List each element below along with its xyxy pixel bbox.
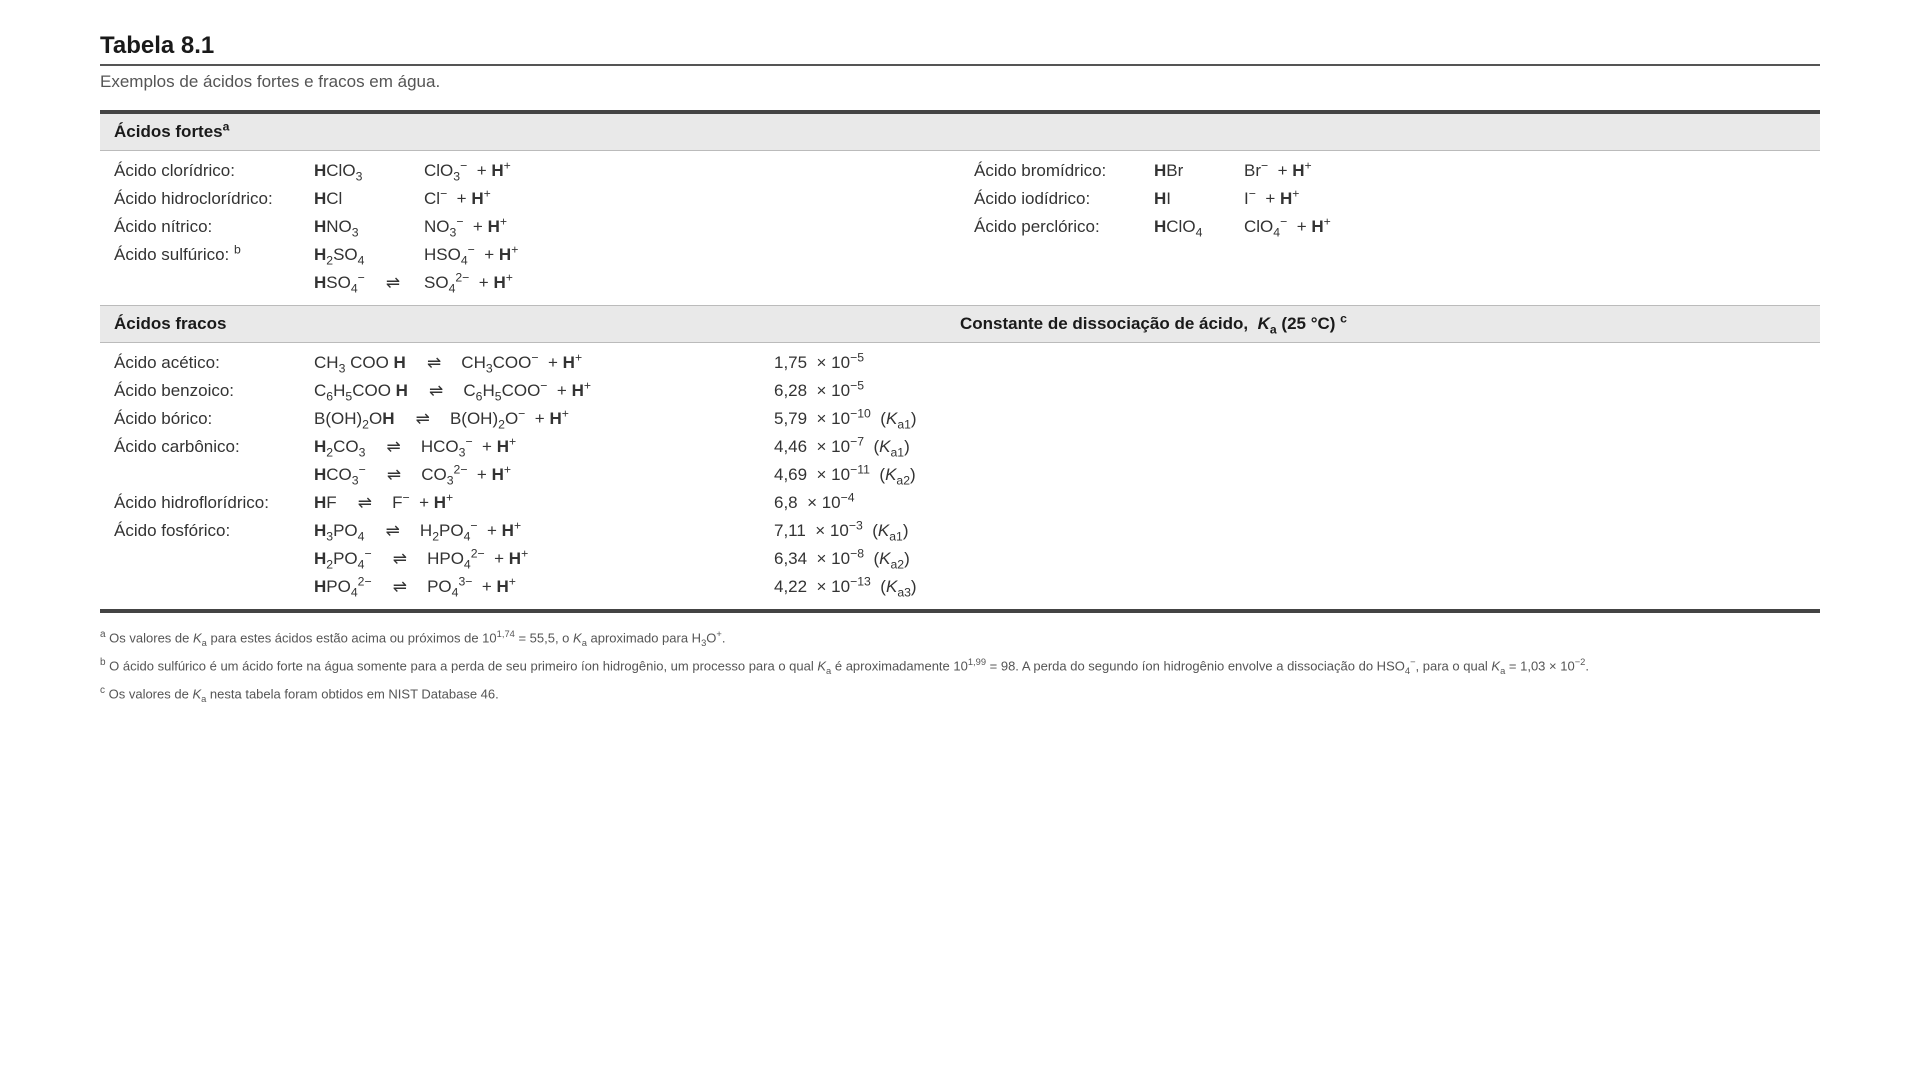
acid-name: Ácido perclórico: [974,217,1154,237]
acid-equation: H2PO4− ⇌ HPO42− + H+ [314,549,734,569]
acid-name: Ácido acético: [114,353,314,373]
footnote: a Os valores de Ka para estes ácidos est… [100,627,1820,649]
acid-name: Ácido hidroflorídrico: [114,493,314,513]
weak-acid-row: HCO3− ⇌ CO32− + H+4,69 × 10−11 (Ka2) [100,461,1820,489]
acid-products: NO3− + H+ [424,217,946,237]
acid-ka: 6,8 × 10−4 [734,493,1806,513]
weak-acid-row: Ácido bórico:B(OH)2OH ⇌ B(OH)2O− + H+5,7… [100,405,1820,433]
acid-ka: 6,28 × 10−5 [734,381,1806,401]
acid-equation: CH3 COO H ⇌ CH3COO− + H+ [314,353,734,373]
table-subtitle: Exemplos de ácidos fortes e fracos em ág… [100,72,1820,92]
acid-formula: HNO3 [314,217,424,237]
acid-formula: HCl [314,189,424,209]
strong-acid-row: Ácido nítrico:HNO3NO3− + H+ [100,213,960,241]
strong-acid-row: Ácido hidroclorídrico:HClCl− + H+ [100,185,960,213]
acids-table: Ácidos fortesa Ácido clorídrico:HClO3ClO… [100,110,1820,613]
strong-acids-right-column: Ácido bromídrico:HBrBr− + H+Ácido iodídr… [960,157,1820,297]
acid-products: Br− + H+ [1244,161,1806,181]
header-ka: Constante de dissociação de ácido, Ka (2… [960,314,1806,334]
strong-acids-left-column: Ácido clorídrico:HClO3ClO3− + H+Ácido hi… [100,157,960,297]
acid-name: Ácido benzoico: [114,381,314,401]
acid-formula: HBr [1154,161,1244,181]
footnotes: a Os valores de Ka para estes ácidos est… [100,627,1820,705]
acid-products: HSO4− + H+ [424,245,946,265]
acid-name: Ácido hidroclorídrico: [114,189,314,209]
strong-acid-row: Ácido bromídrico:HBrBr− + H+ [960,157,1820,185]
footnote: c Os valores de Ka nesta tabela foram ob… [100,683,1820,705]
acid-products: ClO4− + H+ [1244,217,1806,237]
strong-acid-row: Ácido clorídrico:HClO3ClO3− + H+ [100,157,960,185]
acid-ka: 5,79 × 10−10 (Ka1) [734,409,1806,429]
strong-acid-row: Ácido perclórico:HClO4ClO4− + H+ [960,213,1820,241]
acid-equation: H3PO4 ⇌ H2PO4− + H+ [314,521,734,541]
acid-products: I− + H+ [1244,189,1806,209]
acid-ka: 4,69 × 10−11 (Ka2) [734,465,1806,485]
acid-name: Ácido carbônico: [114,437,314,457]
acid-formula: H2SO4 [314,245,424,265]
acid-ka: 6,34 × 10−8 (Ka2) [734,549,1806,569]
acid-equation: HF ⇌ F− + H+ [314,493,734,513]
acid-equation: H2CO3 ⇌ HCO3− + H+ [314,437,734,457]
acid-formula: HI [1154,189,1244,209]
acid-name: Ácido nítrico: [114,217,314,237]
acid-formula: HClO4 [1154,217,1244,237]
weak-acid-row: Ácido carbônico:H2CO3 ⇌ HCO3− + H+4,46 ×… [100,433,1820,461]
acid-products: SO42− + H+ [424,273,946,293]
acid-name: Ácido clorídrico: [114,161,314,181]
table-title: Tabela 8.1 [100,32,1820,66]
strong-acid-row: Ácido iodídrico:HII− + H+ [960,185,1820,213]
acid-products: ClO3− + H+ [424,161,946,181]
acid-equation: HPO42− ⇌ PO43− + H+ [314,577,734,597]
weak-acid-row: HPO42− ⇌ PO43− + H+4,22 × 10−13 (Ka3) [100,573,1820,601]
page: Tabela 8.1 Exemplos de ácidos fortes e f… [0,0,1920,705]
header-weak-acids-row: Ácidos fracos Constante de dissociação d… [100,306,1820,343]
acid-ka: 4,46 × 10−7 (Ka1) [734,437,1806,457]
acid-equation: C6H5COO H ⇌ C6H5COO− + H+ [314,381,734,401]
header-weak-acids: Ácidos fracos [114,314,960,334]
acid-name: Ácido sulfúrico: b [114,245,314,265]
weak-acids-section: Ácido acético:CH3 COO H ⇌ CH3COO− + H+1,… [100,343,1820,609]
acid-formula: HClO3 [314,161,424,181]
acid-equation: HCO3− ⇌ CO32− + H+ [314,465,734,485]
acid-name: Ácido iodídrico: [974,189,1154,209]
acid-name: Ácido bórico: [114,409,314,429]
acid-formula: HSO4− ⇌ [314,273,424,293]
weak-acid-row: Ácido benzoico:C6H5COO H ⇌ C6H5COO− + H+… [100,377,1820,405]
acid-ka: 7,11 × 10−3 (Ka1) [734,521,1806,541]
acid-ka: 4,22 × 10−13 (Ka3) [734,577,1806,597]
weak-acid-row: Ácido hidroflorídrico:HF ⇌ F− + H+6,8 × … [100,489,1820,517]
weak-acid-row: Ácido acético:CH3 COO H ⇌ CH3COO− + H+1,… [100,349,1820,377]
acid-name: Ácido fosfórico: [114,521,314,541]
weak-acid-row: H2PO4− ⇌ HPO42− + H+6,34 × 10−8 (Ka2) [100,545,1820,573]
strong-acid-row: HSO4− ⇌SO42− + H+ [100,269,960,297]
acid-equation: B(OH)2OH ⇌ B(OH)2O− + H+ [314,409,734,429]
strong-acids-section: Ácido clorídrico:HClO3ClO3− + H+Ácido hi… [100,151,1820,306]
footnote: b O ácido sulfúrico é um ácido forte na … [100,655,1820,677]
acid-ka: 1,75 × 10−5 [734,353,1806,373]
acid-products: Cl− + H+ [424,189,946,209]
weak-acid-row: Ácido fosfórico:H3PO4 ⇌ H2PO4− + H+7,11 … [100,517,1820,545]
acid-name: Ácido bromídrico: [974,161,1154,181]
header-strong-acids: Ácidos fortesa [100,114,1820,151]
strong-acid-row: Ácido sulfúrico: bH2SO4HSO4− + H+ [100,241,960,269]
